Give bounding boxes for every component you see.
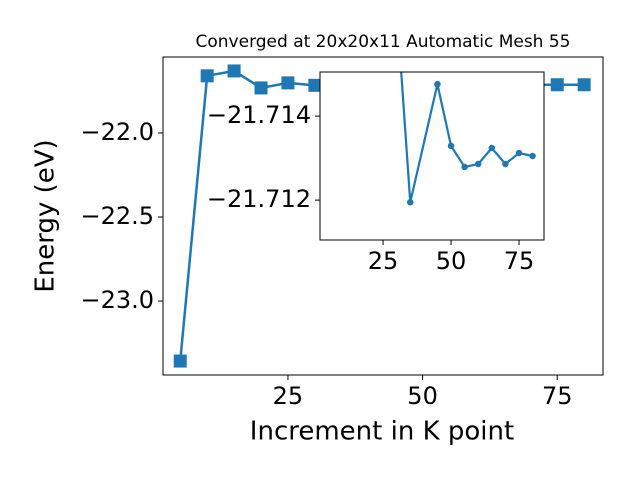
plot-area	[400, 72, 536, 206]
axes-frame	[162, 56, 604, 376]
x-tick-label: 50	[407, 382, 438, 410]
marker	[281, 76, 295, 90]
inset-background	[320, 72, 544, 240]
marker	[447, 142, 455, 150]
line	[400, 72, 533, 203]
marker	[577, 78, 591, 92]
y-tick-label: −22.0	[80, 118, 154, 146]
marker	[227, 64, 241, 78]
marker	[434, 80, 441, 88]
x-tick-label: 50	[436, 247, 467, 275]
marker	[529, 152, 536, 160]
marker	[407, 198, 414, 206]
marker	[474, 160, 482, 168]
x-tick-label: 25	[368, 247, 399, 275]
marker	[254, 81, 268, 95]
marker	[173, 354, 187, 368]
x-tick-label: 75	[504, 247, 535, 275]
marker	[200, 69, 214, 83]
chart-title: Converged at 20x20x11 Automatic Mesh 55	[196, 32, 571, 52]
y-tick-label: −23.0	[80, 286, 154, 314]
y-tick-label: −22.5	[80, 202, 154, 230]
y-axis-label: Energy (eV)	[31, 139, 61, 292]
x-tick-label: 75	[542, 382, 573, 410]
x-axis-label: Increment in K point	[250, 417, 514, 447]
marker	[515, 149, 523, 157]
marker	[308, 78, 322, 92]
marker	[550, 78, 564, 92]
marker	[502, 160, 509, 168]
marker	[461, 163, 468, 171]
x-tick-label: 25	[273, 382, 304, 410]
marker	[488, 144, 496, 152]
axes-frame	[319, 71, 545, 241]
y-tick-label: −21.714	[207, 101, 311, 129]
y-tick-label: −21.712	[207, 185, 311, 213]
